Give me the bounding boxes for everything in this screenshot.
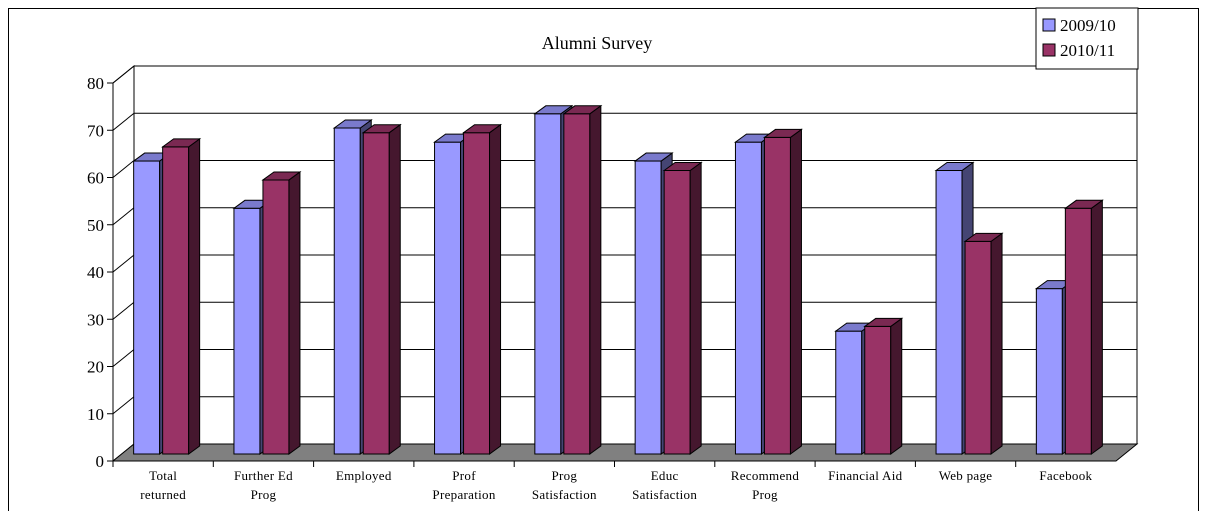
- legend-swatch-2010/11: [1042, 43, 1056, 57]
- legend-box: [1035, 7, 1139, 70]
- bar-2010/11-top: [462, 124, 503, 134]
- x-category-label-line: Web page: [939, 468, 993, 483]
- bar-2010/11-side: [789, 128, 802, 455]
- x-category-label: Web page: [939, 468, 993, 483]
- bar-2009/10-front: [935, 170, 963, 455]
- x-category-label-line: Educ: [651, 468, 679, 483]
- gridline-side: [112, 254, 135, 273]
- bar-2009/10-front: [634, 160, 662, 455]
- bar-2009/10-front: [434, 141, 462, 455]
- x-category-label: Recommend Prog: [731, 468, 800, 502]
- x-category-label-line: Financial Aid: [828, 468, 903, 483]
- bar-2010/11-front: [1064, 207, 1092, 455]
- legend-swatch-2009/10: [1042, 18, 1056, 32]
- bar-2009/10-front: [133, 160, 161, 455]
- y-tick-label: 40: [87, 263, 104, 282]
- bar-2010/11-top: [562, 105, 603, 115]
- x-category-label-line: Satisfaction: [532, 487, 597, 502]
- x-category-label-line: Facebook: [1039, 468, 1092, 483]
- bar-2010/11-side: [1090, 199, 1103, 455]
- gridline-side: [112, 65, 135, 84]
- bar-2010/11-side: [388, 123, 401, 455]
- x-category-label-line: Prof: [452, 468, 476, 483]
- x-category-label-line: Total: [149, 468, 177, 483]
- gridline-side: [112, 396, 135, 415]
- bar-2010/11-side: [489, 123, 502, 455]
- x-category-label: Educ Satisfaction: [632, 468, 697, 502]
- x-category-label: Financial Aid: [828, 468, 903, 483]
- x-category-label-line: returned: [140, 487, 186, 502]
- gridline-side: [112, 160, 135, 178]
- y-tick-label: 60: [87, 169, 104, 188]
- bar-2009/10-front: [1035, 288, 1063, 455]
- x-category-label: Total returned: [140, 468, 186, 502]
- bar-2010/11-front: [362, 132, 390, 455]
- x-category-label-line: Satisfaction: [632, 487, 697, 502]
- y-tick-label: 50: [87, 216, 104, 235]
- bar-2010/11-top: [863, 317, 904, 327]
- bar-2009/10-front: [233, 207, 261, 455]
- gridline-side: [112, 112, 135, 131]
- bar-2010/11-front: [663, 170, 691, 455]
- bar-2009/10-top: [533, 105, 574, 115]
- bar-2010/11-top: [662, 162, 703, 171]
- bar-2009/10-top: [934, 162, 975, 171]
- bar-2009/10-front: [734, 141, 762, 455]
- gridline-side: [112, 349, 135, 367]
- bar-2010/11-front: [964, 240, 992, 455]
- bar-2010/11-front: [763, 136, 791, 455]
- x-category-label: Prof Preparation: [432, 468, 495, 502]
- gridline-side: [112, 301, 135, 320]
- bar-2010/11-top: [261, 171, 302, 181]
- bar-2010/11-side: [990, 232, 1003, 455]
- bar-2010/11-front: [563, 113, 591, 455]
- bar-2010/11-top: [1063, 199, 1104, 209]
- bar-2010/11-side: [689, 161, 702, 455]
- y-tick-label: 80: [87, 74, 104, 93]
- bar-2010/11-side: [288, 170, 301, 455]
- bar-2010/11-top: [361, 124, 402, 134]
- bar-2010/11-front: [162, 146, 190, 455]
- y-tick-label: 20: [87, 358, 104, 377]
- y-tick-label: 70: [87, 121, 104, 140]
- gridline-side: [112, 207, 135, 226]
- y-tick-label: 10: [87, 405, 104, 424]
- bar-2010/11-front: [262, 179, 290, 455]
- chart-title: Alumni Survey: [542, 33, 653, 53]
- legend-label: 2010/11: [1060, 41, 1115, 60]
- bar-2010/11-front: [864, 325, 892, 455]
- x-category-label-line: Prog: [551, 468, 577, 483]
- bar-2010/11-top: [161, 138, 202, 148]
- x-category-label-line: Prog: [752, 487, 778, 502]
- y-tick-label: 0: [96, 452, 105, 471]
- x-category-label: Facebook: [1039, 468, 1092, 483]
- bar-2010/11-top: [762, 128, 803, 138]
- x-category-label-line: Prog: [251, 487, 277, 502]
- x-category-label-line: Preparation: [432, 487, 495, 502]
- bar-2010/11-top: [963, 232, 1004, 242]
- bar-2009/10-top: [332, 119, 373, 129]
- x-category-label-line: Further Ed: [234, 468, 293, 483]
- bar-2010/11-front: [463, 132, 491, 455]
- bar-2010/11-side: [589, 104, 602, 455]
- bar-2010/11-side: [890, 317, 903, 455]
- bar-2009/10-front: [534, 113, 562, 455]
- chart-frame: [8, 8, 1199, 511]
- x-category-label: Further Ed Prog: [234, 468, 293, 502]
- x-category-label: Employed: [336, 468, 392, 483]
- bar-2009/10-front: [835, 330, 863, 455]
- legend-label: 2009/10: [1060, 16, 1116, 35]
- bar-2010/11-side: [188, 137, 201, 455]
- bar-2009/10-front: [333, 127, 361, 455]
- bar-2009/10-top: [633, 152, 674, 162]
- x-category-label-line: Recommend: [731, 468, 800, 483]
- x-category-label-line: Employed: [336, 468, 392, 483]
- y-tick-label: 30: [87, 310, 104, 329]
- x-category-label: Prog Satisfaction: [532, 468, 597, 502]
